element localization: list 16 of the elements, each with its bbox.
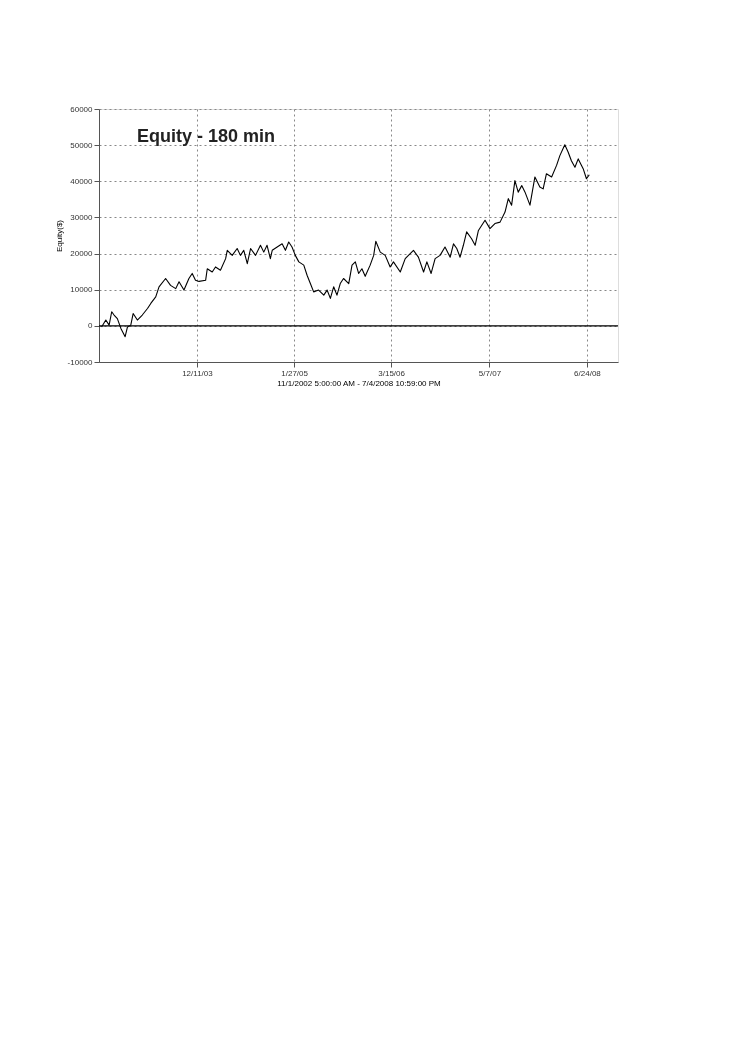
y-tick-label: 30000 xyxy=(70,212,94,222)
y-tick-label: 0 xyxy=(88,321,94,331)
y-tick-label: 20000 xyxy=(70,249,94,259)
y-tick-label: 50000 xyxy=(70,140,94,150)
x-tick-label: 6/24/08 xyxy=(574,368,602,378)
text: Equity - 180 min xyxy=(137,126,276,146)
y-axis-title: Equity($) xyxy=(54,219,64,253)
x-tick-label: 3/15/06 xyxy=(378,368,406,378)
y-tick-label: 40000 xyxy=(70,176,94,186)
x-tick-label: 5/7/07 xyxy=(478,368,502,378)
y-tick-label: 60000 xyxy=(70,104,94,114)
x-tick-label: 1/27/05 xyxy=(281,368,309,378)
x-tick-label: 12/11/03 xyxy=(182,368,214,378)
y-tick-label: 10000 xyxy=(70,285,94,295)
y-tick-label: -10000 xyxy=(67,357,94,367)
x-axis-title: 11/1/2002 5:00:00 AM - 7/4/2008 10:59:00 PM xyxy=(277,378,442,388)
